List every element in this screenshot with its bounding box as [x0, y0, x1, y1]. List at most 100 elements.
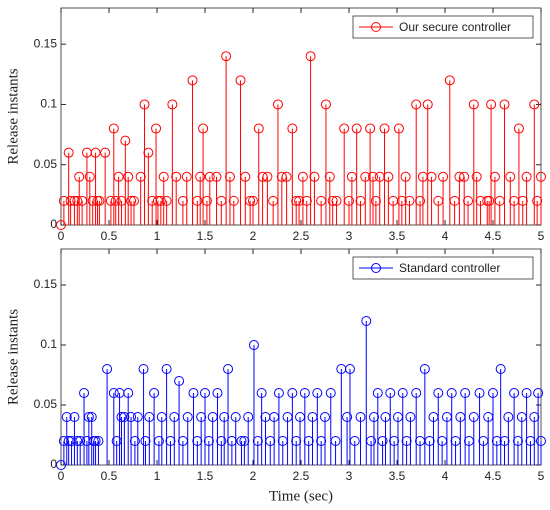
stem-marker [219, 412, 230, 422]
stem-marker [299, 388, 310, 398]
stem-marker [94, 195, 105, 206]
stem-marker [460, 388, 471, 398]
stem-marker [235, 75, 246, 86]
stem-marker [411, 388, 422, 398]
stem-marker [291, 436, 302, 446]
stem-marker [135, 171, 146, 182]
stem-marker [192, 195, 203, 206]
stem-marker [201, 195, 212, 206]
stem-marker [372, 388, 383, 398]
stem-marker [379, 123, 390, 134]
stem-marker [468, 412, 479, 422]
y-tick-label: 0.05 [34, 397, 58, 411]
stem-marker [370, 195, 381, 206]
y-tick-label: 0.15 [34, 36, 58, 50]
stem-marker [161, 364, 172, 374]
stem-marker [212, 388, 223, 398]
stem-marker [167, 99, 178, 110]
stem-marker [491, 436, 502, 446]
stem-marker [344, 195, 354, 206]
x-tick-label: 1.5 [197, 229, 214, 243]
stem-marker [239, 436, 250, 446]
stem-marker [56, 220, 66, 230]
stem-marker [411, 99, 422, 110]
x-tick-label: 0 [58, 469, 65, 483]
stem-marker [248, 195, 258, 206]
stem-marker [174, 376, 185, 386]
x-tick-label: 2 [250, 229, 257, 243]
stem-marker [294, 195, 305, 206]
stem-marker [529, 99, 540, 110]
stem-marker [400, 171, 411, 182]
stem-marker [153, 436, 164, 446]
stem-marker [132, 412, 143, 422]
stem-marker [325, 388, 336, 398]
stem-marker [365, 123, 376, 134]
stem-marker [139, 99, 150, 110]
stem-marker [151, 123, 162, 134]
stem-marker [149, 388, 160, 398]
stem-marker [419, 364, 430, 374]
stem-marker [90, 147, 101, 158]
stem-marker [120, 135, 131, 146]
stem-marker [182, 412, 193, 422]
stem-marker [171, 171, 182, 182]
x-tick-label: 2.5 [293, 229, 310, 243]
stem-marker [243, 412, 254, 422]
y-axis-label: Release instants [5, 68, 21, 164]
stem-marker [368, 171, 378, 182]
y-tick-label: 0.1 [40, 337, 57, 351]
stem-marker [505, 171, 516, 182]
y-tick-label: 0.15 [34, 277, 58, 291]
stem-marker [119, 412, 130, 422]
stem-marker [228, 195, 239, 206]
stem-marker [265, 436, 276, 446]
stem-marker [330, 436, 341, 446]
legend-label: Our secure controller [399, 20, 511, 34]
stem-marker [521, 171, 532, 182]
x-tick-label: 4 [442, 229, 449, 243]
x-tick-label: 4.5 [485, 229, 502, 243]
stem-marker [177, 195, 188, 206]
x-tick-label: 3.5 [389, 469, 406, 483]
stem-marker [499, 436, 510, 446]
stem-marker [305, 51, 316, 62]
x-tick-label: 5 [538, 469, 545, 483]
stem-marker [486, 99, 497, 110]
axes-box [60, 248, 542, 466]
stem-marker [351, 123, 362, 134]
stem-marker [320, 412, 330, 422]
stem-marker [361, 316, 372, 326]
x-tick-label: 1 [154, 469, 161, 483]
stem-marker [529, 412, 540, 422]
stem-marker [65, 195, 76, 206]
x-tick-label: 1.5 [197, 469, 214, 483]
x-tick-label: 3.5 [389, 229, 406, 243]
x-tick-label: 0.5 [101, 469, 118, 483]
stem-marker [240, 171, 251, 182]
stem-marker [396, 195, 407, 206]
legend-box [352, 15, 534, 39]
stem-marker [488, 388, 498, 398]
stem-marker [165, 436, 176, 446]
x-tick-label: 0.5 [101, 229, 118, 243]
stem-marker [224, 171, 235, 182]
stem-marker [513, 123, 524, 134]
stem-marker [301, 195, 312, 206]
stem-marker [75, 436, 86, 446]
stem-marker [471, 171, 482, 182]
stem-marker [463, 195, 474, 206]
legend-label: Standard controller [399, 261, 500, 275]
stem-marker [56, 460, 66, 470]
stem-marker [113, 171, 124, 182]
stem-marker [116, 195, 127, 206]
stem-marker [230, 412, 241, 422]
stem-marker [468, 99, 479, 110]
stem-marker [281, 171, 292, 182]
stem-marker [245, 195, 256, 206]
legend-marker [371, 22, 381, 32]
stem-marker [129, 436, 140, 446]
stem-marker [404, 195, 415, 206]
stem-marker [236, 436, 247, 446]
